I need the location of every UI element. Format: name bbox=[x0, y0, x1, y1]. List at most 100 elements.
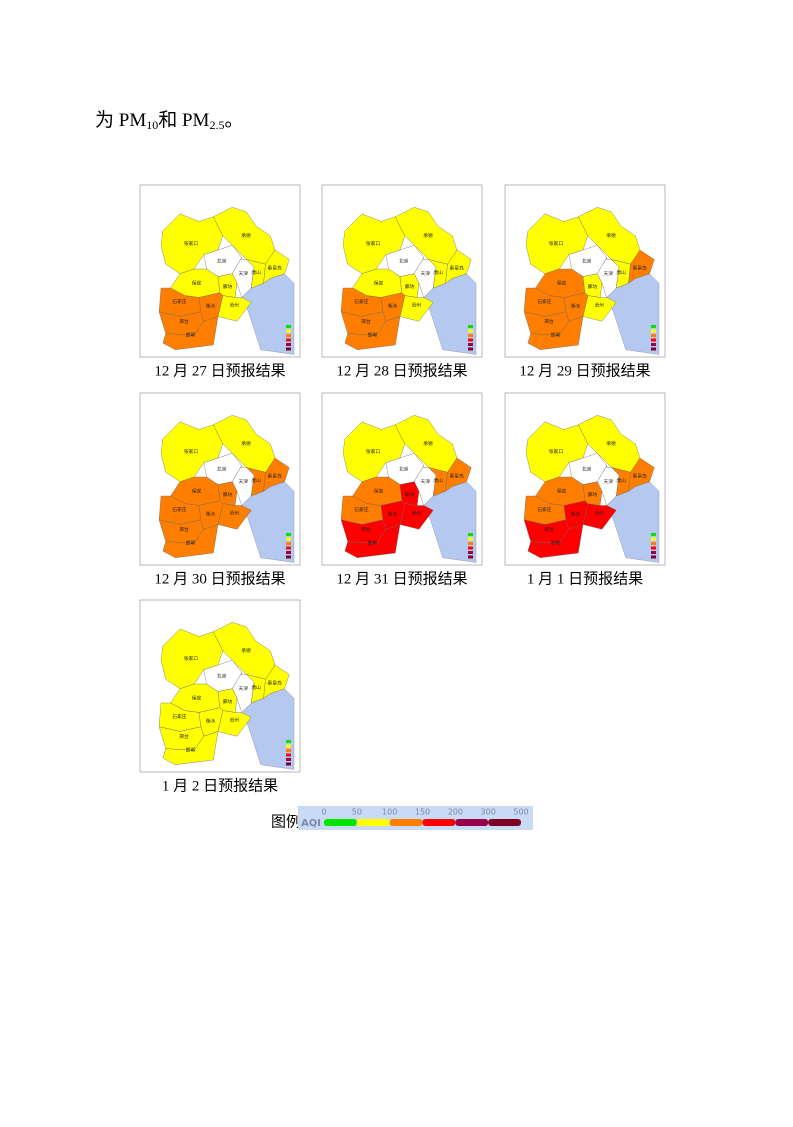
city-label: 邯郸 bbox=[186, 539, 196, 546]
mini-legend-swatch bbox=[468, 338, 473, 342]
mini-legend-swatch bbox=[468, 343, 473, 346]
intro-text: 为 PM10和 PM2.5。 bbox=[95, 109, 243, 131]
city-label: 承德 bbox=[423, 232, 433, 239]
subscript: 2.5 bbox=[209, 118, 224, 132]
region bbox=[263, 664, 290, 699]
legend-swatch bbox=[455, 819, 489, 826]
region bbox=[427, 467, 448, 497]
city-label: 邢台 bbox=[544, 318, 554, 325]
text-run: 为 PM bbox=[95, 109, 146, 131]
mini-legend-swatch bbox=[468, 537, 473, 541]
city-label: 沧州 bbox=[595, 510, 605, 517]
city-label: 天津 bbox=[421, 270, 431, 277]
legend-swatch bbox=[356, 819, 390, 826]
mini-legend-swatch bbox=[286, 542, 291, 545]
city-label: 邢台 bbox=[179, 733, 189, 740]
legend-swatch bbox=[422, 819, 456, 826]
city-label: 石家庄 bbox=[172, 713, 187, 720]
city-label: 石家庄 bbox=[172, 506, 187, 513]
city-label: 天津 bbox=[604, 270, 614, 277]
mini-legend-swatch bbox=[286, 533, 291, 536]
mini-legend-swatch bbox=[651, 546, 656, 550]
city-label: 邯郸 bbox=[368, 331, 378, 338]
mini-legend-swatch bbox=[286, 740, 291, 743]
mini-legend-swatch bbox=[468, 334, 473, 337]
city-label: 邢台 bbox=[179, 526, 189, 533]
region bbox=[344, 524, 401, 558]
mini-legend-swatch bbox=[468, 555, 473, 559]
mini-legend-swatch bbox=[286, 749, 291, 752]
city-label: 唐山 bbox=[251, 684, 261, 691]
city-label: 唐山 bbox=[251, 269, 261, 276]
mini-legend-swatch bbox=[651, 555, 656, 559]
mini-legend-swatch bbox=[468, 546, 473, 550]
subscript: 10 bbox=[146, 118, 158, 132]
legend-tick-label: 200 bbox=[448, 808, 463, 817]
legend-swatch bbox=[389, 819, 423, 826]
mini-legend-swatch bbox=[286, 347, 291, 351]
city-label: 秦皇岛 bbox=[450, 473, 465, 480]
region bbox=[245, 674, 266, 704]
city-label: 承德 bbox=[241, 232, 251, 239]
mini-legend-swatch bbox=[286, 551, 291, 554]
city-label: 天津 bbox=[239, 270, 249, 277]
city-label: 北京 bbox=[399, 257, 409, 264]
city-label: 衡水 bbox=[571, 510, 581, 517]
city-label: 邢台 bbox=[544, 526, 554, 533]
city-label: 衡水 bbox=[206, 302, 216, 309]
region bbox=[427, 259, 448, 289]
city-label: 廊坊 bbox=[223, 491, 233, 498]
city-label: 廊坊 bbox=[223, 283, 233, 290]
city-label: 唐山 bbox=[433, 269, 443, 276]
city-label: 沧州 bbox=[412, 510, 422, 517]
city-label: 唐山 bbox=[251, 477, 261, 484]
city-label: 秦皇岛 bbox=[268, 265, 283, 272]
city-label: 承德 bbox=[606, 232, 616, 239]
mini-legend-swatch bbox=[286, 546, 291, 550]
city-label: 邢台 bbox=[179, 318, 189, 325]
text-run: 和 PM bbox=[158, 109, 209, 131]
city-label: 石家庄 bbox=[354, 506, 369, 513]
city-label: 张家口 bbox=[366, 448, 381, 455]
city-label: 廊坊 bbox=[223, 698, 233, 705]
city-label: 承德 bbox=[241, 440, 251, 447]
mini-legend-swatch bbox=[286, 753, 291, 757]
city-label: 衡水 bbox=[388, 302, 398, 309]
region bbox=[245, 259, 266, 289]
mini-legend-swatch bbox=[651, 542, 656, 545]
city-label: 廊坊 bbox=[588, 283, 598, 290]
city-label: 邯郸 bbox=[368, 539, 378, 546]
city-label: 衡水 bbox=[206, 510, 216, 517]
mini-legend-swatch bbox=[286, 762, 291, 766]
caption: 12 月 30 日预报结果 bbox=[154, 570, 285, 587]
city-label: 廊坊 bbox=[588, 491, 598, 498]
city-label: 保定 bbox=[374, 487, 384, 494]
city-label: 张家口 bbox=[366, 240, 381, 247]
mini-legend-swatch bbox=[651, 551, 656, 554]
city-label: 保定 bbox=[192, 279, 202, 286]
caption: 12 月 31 日预报结果 bbox=[336, 570, 467, 587]
mini-legend-swatch bbox=[651, 338, 656, 342]
city-label: 保定 bbox=[557, 279, 567, 286]
city-label: 衡水 bbox=[571, 302, 581, 309]
mini-legend-swatch bbox=[286, 744, 291, 748]
legend-tick-label: 150 bbox=[415, 808, 430, 817]
mini-legend-swatch bbox=[286, 758, 291, 761]
mini-legend-swatch bbox=[286, 555, 291, 559]
region bbox=[162, 731, 219, 765]
city-label: 保定 bbox=[557, 487, 567, 494]
city-label: 邢台 bbox=[361, 318, 371, 325]
city-label: 天津 bbox=[239, 478, 249, 485]
city-label: 沧州 bbox=[595, 302, 605, 309]
mini-legend-swatch bbox=[651, 329, 656, 333]
region bbox=[245, 467, 266, 497]
city-label: 北京 bbox=[582, 465, 592, 472]
